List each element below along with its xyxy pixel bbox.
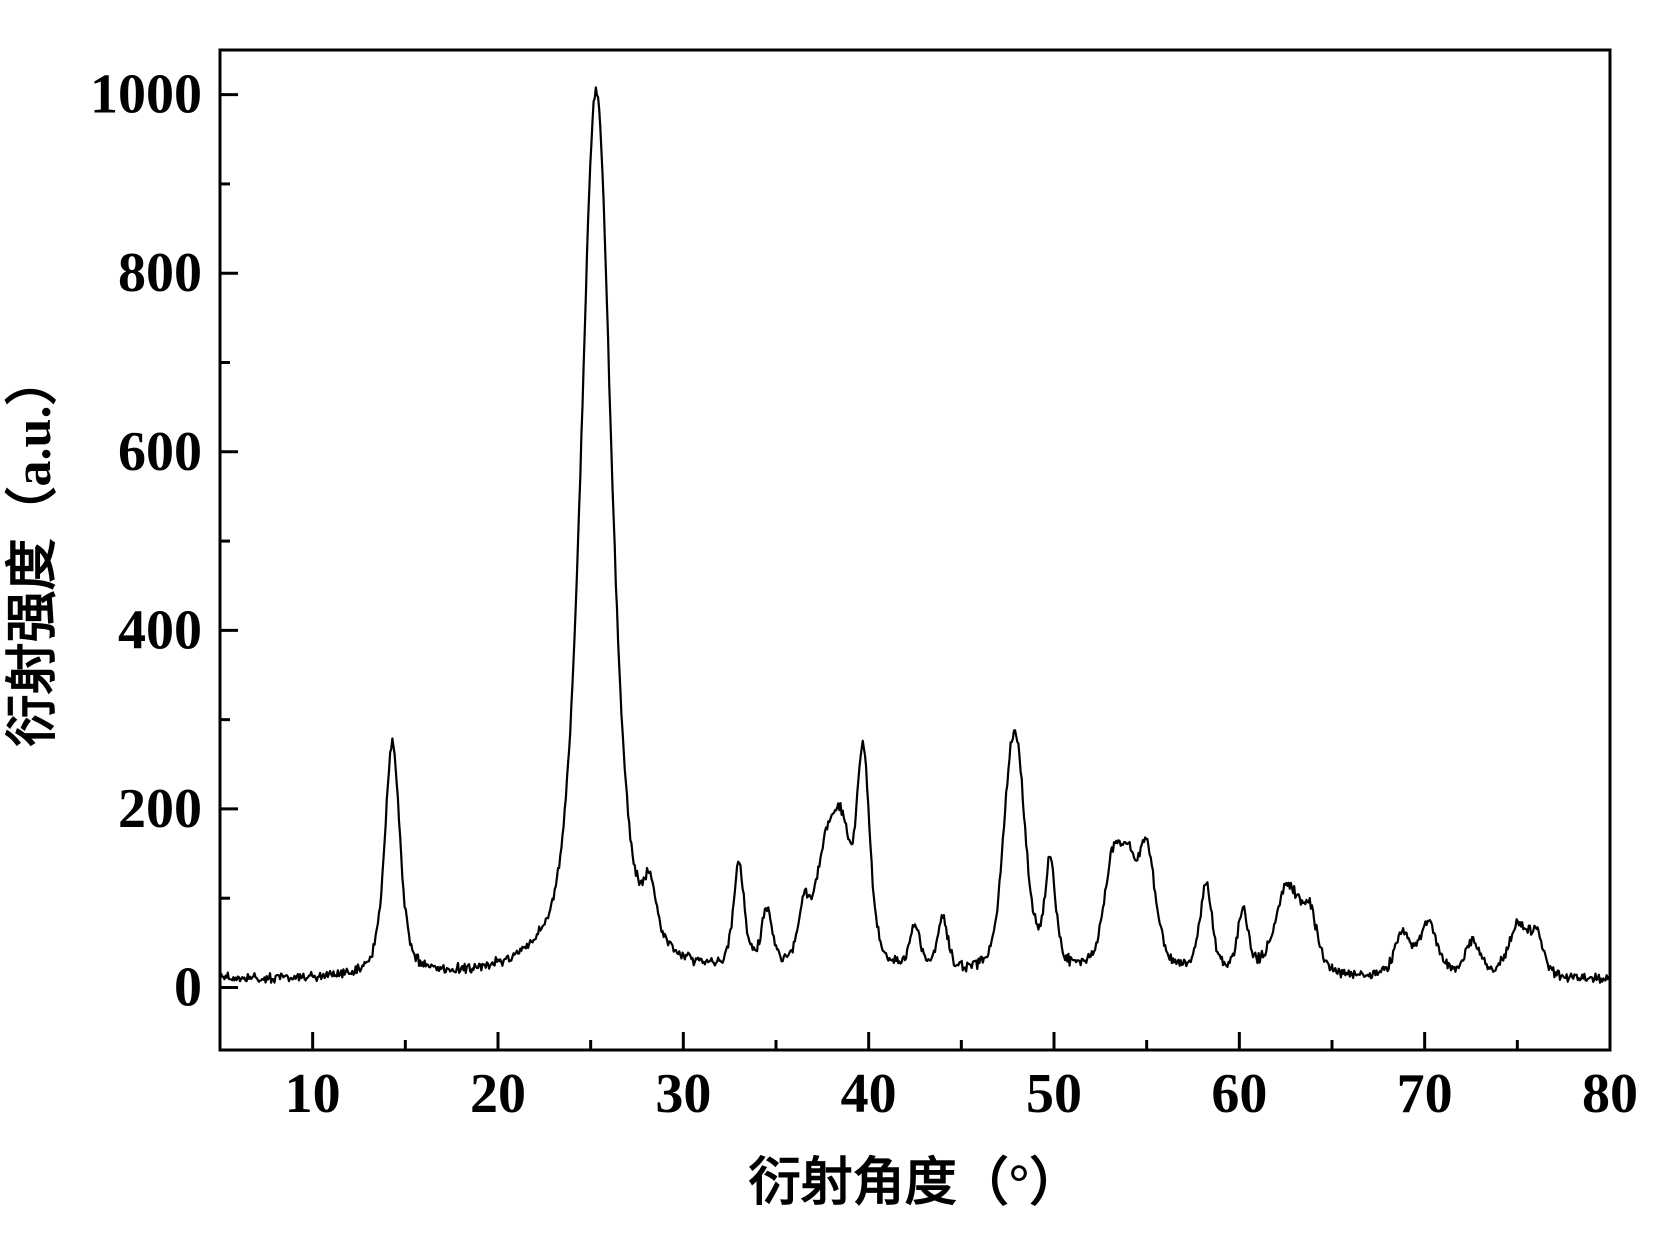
xrd-chart-container: 0 200 400 600 800 1000 10 20 30 40 50 60 70 80 衍射强度（a.… [0,0,1664,1256]
xrd-chart-svg: 0 200 400 600 800 1000 10 20 30 40 50 60 70 80 衍射强度（a.… [0,0,1664,1256]
x-tick-label: 60 [1211,1063,1267,1125]
xrd-spectrum-line [220,87,1610,982]
x-tick-label: 70 [1397,1063,1453,1125]
plot-frame [220,50,1610,1050]
x-tick-label: 30 [655,1063,711,1125]
x-tick-label: 20 [470,1063,526,1125]
x-tick-label: 10 [285,1063,341,1125]
x-tick-label: 40 [841,1063,897,1125]
y-tick-label: 1000 [90,64,202,126]
y-tick-label: 200 [118,778,202,840]
y-axis-label: 衍射强度（a.u.） [4,354,62,747]
y-tick-label: 400 [118,599,202,661]
y-tick-label: 600 [118,421,202,483]
y-tick-label: 0 [174,957,202,1019]
x-axis-label: 衍射角度（°） [749,1154,1082,1212]
y-tick-label: 800 [118,242,202,304]
x-tick-label: 80 [1582,1063,1638,1125]
x-tick-label: 50 [1026,1063,1082,1125]
